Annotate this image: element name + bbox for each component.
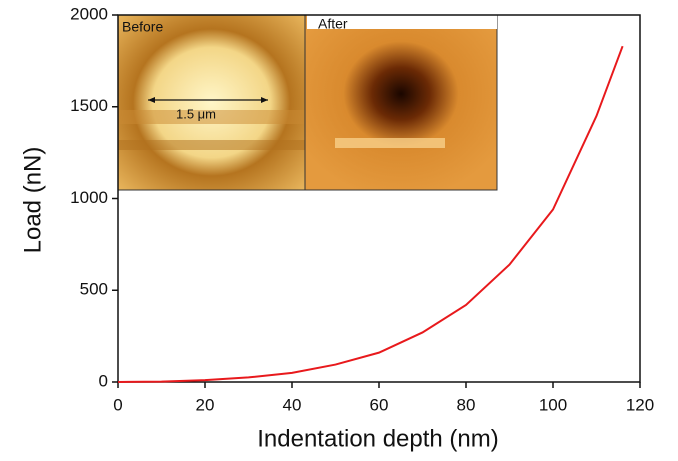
y-tick-label: 500 [80,280,108,299]
annotation: Before [122,19,163,35]
y-tick-label: 1500 [70,96,108,115]
data-line [117,45,624,383]
x-tick-label: 100 [539,395,567,414]
annotation: 1.5 μm [176,106,216,121]
x-axis-label: Indentation depth (nm) [257,425,499,452]
y-tick-label: 1000 [70,188,108,207]
y-tick-label: 0 [99,371,108,390]
x-tick-label: 80 [457,395,476,414]
annotation: After [318,16,348,32]
x-tick-label: 0 [113,395,122,414]
x-tick-label: 60 [370,395,389,414]
inset-before: Before 1.5 μm [117,14,306,191]
y-tick-label: 2000 [70,4,108,23]
x-tick-label: 20 [196,395,215,414]
inset-after: After [304,14,498,191]
x-tick-label: 40 [283,395,302,414]
y-axis-label: Load (nN) [19,147,46,254]
arrow-head [148,97,155,103]
x-tick-label: 120 [626,395,654,414]
arrow-head [261,97,268,103]
